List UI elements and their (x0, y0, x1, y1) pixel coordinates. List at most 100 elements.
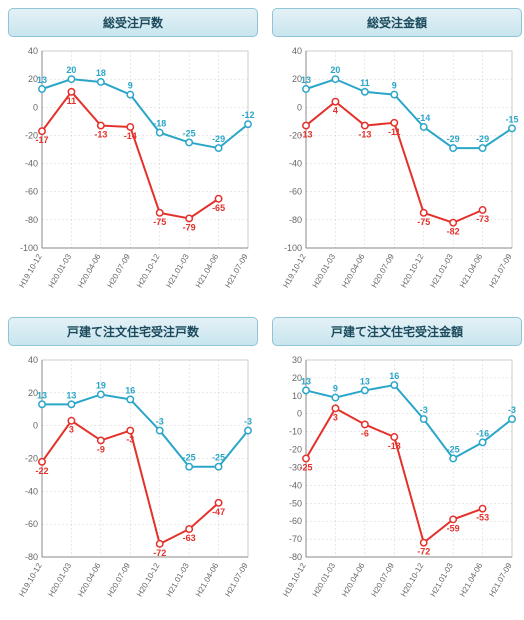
svg-text:-11: -11 (388, 127, 401, 137)
svg-text:H20.10-12: H20.10-12 (135, 561, 162, 598)
svg-text:-80: -80 (25, 215, 38, 225)
svg-text:H20.10-12: H20.10-12 (135, 252, 162, 289)
chart-title: 戸建て注文住宅受注戸数 (8, 317, 258, 346)
svg-text:H21.04-06: H21.04-06 (458, 561, 485, 598)
chart-canvas-2: -80-60-40-2002040H19.10-12H20.01-03H20.0… (8, 352, 258, 612)
svg-text:-59: -59 (447, 523, 460, 533)
svg-text:0: 0 (297, 102, 302, 112)
chart-canvas-3: -80-70-60-50-40-30-20-100102030H19.10-12… (272, 352, 522, 612)
svg-text:-82: -82 (447, 227, 460, 237)
svg-text:-29: -29 (476, 134, 489, 144)
svg-text:11: 11 (67, 96, 77, 106)
svg-text:-73: -73 (476, 214, 489, 224)
chart-canvas-0: -100-80-60-40-2002040H19.10-12H20.01-03H… (8, 43, 258, 303)
svg-text:9: 9 (392, 81, 397, 91)
svg-text:-80: -80 (25, 552, 38, 562)
svg-text:9: 9 (128, 81, 133, 91)
svg-text:-50: -50 (289, 498, 302, 508)
svg-text:-13: -13 (94, 130, 107, 140)
svg-text:-17: -17 (35, 135, 48, 145)
svg-text:H21.01-03: H21.01-03 (164, 252, 191, 289)
svg-text:H20.04-06: H20.04-06 (76, 561, 103, 598)
svg-text:13: 13 (37, 390, 47, 400)
svg-text:-25: -25 (183, 453, 196, 463)
svg-text:H20.10-12: H20.10-12 (399, 561, 426, 598)
svg-text:-25: -25 (212, 453, 225, 463)
svg-text:-40: -40 (25, 159, 38, 169)
chart-panel-3: 戸建て注文住宅受注金額 -80-70-60-50-40-30-20-100102… (272, 317, 522, 612)
chart-panel-1: 総受注金額 -100-80-60-40-2002040H19.10-12H20.… (272, 8, 522, 303)
chart-panel-2: 戸建て注文住宅受注戸数 -80-60-40-2002040H19.10-12H2… (8, 317, 258, 612)
svg-text:-80: -80 (289, 552, 302, 562)
svg-text:13: 13 (66, 390, 76, 400)
svg-text:H21.07-09: H21.07-09 (223, 561, 250, 598)
svg-text:H20.01-03: H20.01-03 (47, 561, 74, 598)
svg-text:-70: -70 (289, 534, 302, 544)
svg-text:-20: -20 (289, 445, 302, 455)
svg-text:-14: -14 (124, 131, 137, 141)
svg-text:H21.01-03: H21.01-03 (164, 561, 191, 598)
svg-text:H21.04-06: H21.04-06 (194, 252, 221, 289)
svg-text:H21.04-06: H21.04-06 (458, 252, 485, 289)
svg-text:-40: -40 (289, 480, 302, 490)
svg-text:18: 18 (96, 68, 106, 78)
svg-text:H21.07-09: H21.07-09 (487, 561, 514, 598)
svg-text:9: 9 (333, 384, 338, 394)
svg-text:-6: -6 (361, 428, 369, 438)
svg-text:-15: -15 (505, 114, 518, 124)
svg-text:H19.10-12: H19.10-12 (17, 561, 44, 598)
svg-text:-20: -20 (25, 454, 38, 464)
svg-text:40: 40 (292, 46, 302, 56)
svg-text:-3: -3 (156, 417, 164, 427)
svg-text:-40: -40 (25, 486, 38, 496)
svg-text:H19.10-12: H19.10-12 (17, 252, 44, 289)
svg-text:-13: -13 (388, 441, 401, 451)
chart-title: 戸建て注文住宅受注金額 (272, 317, 522, 346)
svg-text:3: 3 (69, 425, 74, 435)
svg-text:-29: -29 (447, 134, 460, 144)
chart-panel-0: 総受注戸数 -100-80-60-40-2002040H19.10-12H20.… (8, 8, 258, 303)
chart-canvas-1: -100-80-60-40-2002040H19.10-12H20.01-03H… (272, 43, 522, 303)
svg-text:-60: -60 (25, 187, 38, 197)
svg-text:-65: -65 (212, 203, 225, 213)
svg-text:-3: -3 (126, 435, 134, 445)
svg-text:-100: -100 (284, 243, 302, 253)
svg-text:-3: -3 (508, 405, 516, 415)
svg-text:H20.07-09: H20.07-09 (106, 561, 133, 598)
svg-text:19: 19 (96, 380, 106, 390)
svg-text:-29: -29 (212, 134, 225, 144)
svg-text:-80: -80 (289, 215, 302, 225)
svg-text:-72: -72 (417, 547, 430, 557)
svg-text:H20.04-06: H20.04-06 (340, 252, 367, 289)
svg-text:16: 16 (389, 371, 399, 381)
svg-text:H20.04-06: H20.04-06 (340, 561, 367, 598)
svg-text:-75: -75 (153, 217, 166, 227)
svg-text:H21.07-09: H21.07-09 (223, 252, 250, 289)
svg-text:-14: -14 (417, 113, 430, 123)
svg-text:20: 20 (66, 65, 76, 75)
svg-text:-60: -60 (289, 187, 302, 197)
svg-text:-16: -16 (476, 428, 489, 438)
svg-text:-72: -72 (153, 548, 166, 558)
svg-text:H21.01-03: H21.01-03 (428, 561, 455, 598)
svg-text:11: 11 (360, 78, 370, 88)
svg-text:H21.07-09: H21.07-09 (487, 252, 514, 289)
svg-text:H20.07-09: H20.07-09 (106, 252, 133, 289)
svg-text:H20.01-03: H20.01-03 (311, 561, 338, 598)
svg-text:-47: -47 (212, 507, 225, 517)
svg-text:-25: -25 (183, 128, 196, 138)
svg-text:13: 13 (37, 75, 47, 85)
svg-text:0: 0 (33, 421, 38, 431)
svg-text:30: 30 (292, 355, 302, 365)
svg-text:-60: -60 (25, 519, 38, 529)
svg-text:-75: -75 (417, 217, 430, 227)
svg-text:-3: -3 (244, 417, 252, 427)
svg-text:-18: -18 (153, 119, 166, 129)
svg-text:16: 16 (125, 385, 135, 395)
svg-text:20: 20 (330, 65, 340, 75)
svg-text:4: 4 (333, 106, 338, 116)
chart-title: 総受注金額 (272, 8, 522, 37)
svg-text:-79: -79 (183, 222, 196, 232)
svg-text:H21.01-03: H21.01-03 (428, 252, 455, 289)
svg-text:-40: -40 (289, 159, 302, 169)
